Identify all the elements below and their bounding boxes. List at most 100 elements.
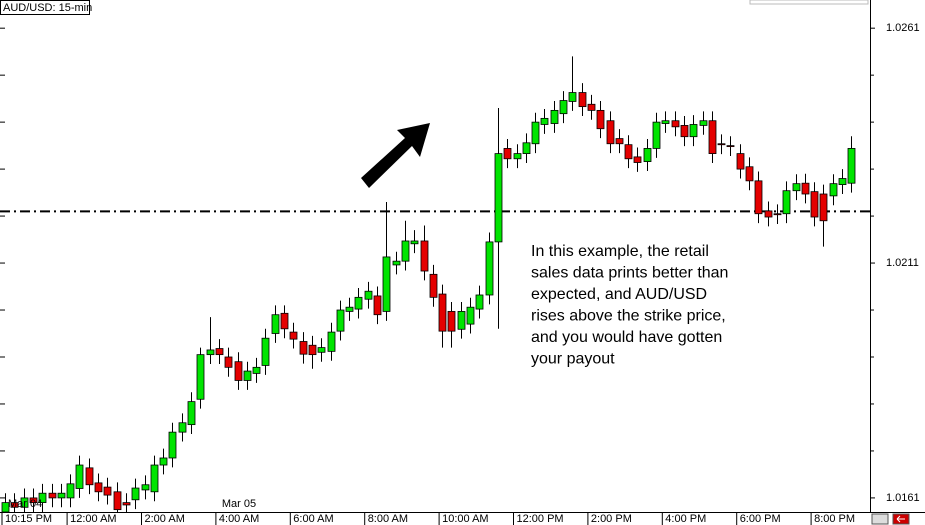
candle-body xyxy=(624,144,633,160)
candle-body xyxy=(85,467,94,486)
x-tick-label: 6:00 AM xyxy=(293,513,333,525)
annotation-line: In this example, the retail xyxy=(531,243,709,260)
candle-body xyxy=(75,464,84,489)
y-tick-label: 1.0211 xyxy=(886,257,919,269)
candle-body xyxy=(196,354,205,400)
top-panel xyxy=(749,0,869,5)
x-tick-label: 2:00 PM xyxy=(591,513,632,525)
candle-body xyxy=(606,120,615,145)
annotation-line: expected, and AUD/USD xyxy=(531,286,707,303)
candle-body xyxy=(150,464,159,493)
candle-body xyxy=(587,103,596,111)
x-tick-label: 10:00 AM xyxy=(442,513,488,525)
candle-body xyxy=(531,121,540,145)
candle-body xyxy=(680,125,689,138)
candle-body xyxy=(48,492,57,499)
candle-body xyxy=(141,484,150,491)
x-tick-label: 2:00 AM xyxy=(145,513,185,525)
candle-body xyxy=(689,124,698,138)
candle-body xyxy=(615,138,624,145)
candle-body xyxy=(652,121,661,149)
x-tick-label: 10:15 PM xyxy=(5,513,52,525)
candle-body xyxy=(243,370,252,381)
candle-body xyxy=(336,309,345,332)
chart-title: AUD/USD: 15-min xyxy=(3,2,92,14)
candle-body xyxy=(29,497,38,504)
candle-body xyxy=(401,240,410,262)
candle-body xyxy=(550,109,559,124)
end-icon-arrow xyxy=(896,515,905,523)
candle-body xyxy=(568,92,577,102)
candle-body xyxy=(494,153,503,243)
candle-body xyxy=(745,166,754,182)
x-tick-label: 4:00 PM xyxy=(665,513,706,525)
candle-body xyxy=(438,293,447,332)
candle-body xyxy=(596,109,605,130)
candle-body xyxy=(187,401,196,426)
annotation-line: and you would have gotten xyxy=(531,329,722,346)
candle-body xyxy=(838,178,847,186)
candle-body xyxy=(10,502,19,508)
candle-body xyxy=(540,117,549,125)
candle-body xyxy=(829,183,838,197)
candle-body xyxy=(373,295,382,316)
candle-body xyxy=(754,180,763,215)
candle-body xyxy=(38,492,47,504)
candle-body xyxy=(206,349,215,356)
candle-body xyxy=(661,120,670,124)
y-tick-label: 1.0161 xyxy=(886,492,920,504)
x-tick-label: 8:00 PM xyxy=(814,513,855,525)
candle-body xyxy=(178,422,187,433)
candle-body xyxy=(215,348,224,356)
candle-body xyxy=(289,331,298,340)
candle-body xyxy=(475,294,484,310)
candle-body xyxy=(633,156,642,163)
candle-body xyxy=(522,142,531,154)
x-tick-label: 4:00 AM xyxy=(219,513,259,525)
annotation-line: sales data prints better than xyxy=(531,265,728,282)
candle-body xyxy=(280,312,289,330)
candle-body xyxy=(317,347,326,353)
candle-body xyxy=(410,240,419,245)
candle-body xyxy=(224,356,233,368)
candle-body xyxy=(57,492,66,499)
candle-body xyxy=(503,148,512,160)
y-tick-label: 1.0261 xyxy=(886,22,920,34)
candle-body xyxy=(819,193,828,222)
plot-area xyxy=(0,56,870,512)
candle-body xyxy=(782,190,791,215)
candle-body xyxy=(94,482,103,493)
title-box xyxy=(0,0,90,15)
candle-body xyxy=(764,210,773,218)
date-label: Mar 04 xyxy=(8,498,42,510)
candle-body xyxy=(708,120,717,155)
annotation-line: rises above the strike price, xyxy=(531,308,726,325)
x-tick-label: 8:00 AM xyxy=(368,513,408,525)
x-tick-label: 6:00 PM xyxy=(740,513,781,525)
candle-body xyxy=(392,260,401,266)
candle-body xyxy=(643,148,652,162)
candle-body xyxy=(792,183,801,192)
candle-body xyxy=(671,120,680,128)
candle-body xyxy=(736,153,745,170)
candle-body xyxy=(308,344,317,356)
candle-body xyxy=(364,290,373,300)
candle-body xyxy=(420,240,429,272)
candle-body xyxy=(168,431,177,459)
candle-body xyxy=(103,486,112,496)
candle-body xyxy=(113,491,122,511)
scroll-icon[interactable] xyxy=(871,513,889,525)
candle-body xyxy=(20,497,29,508)
date-label: Mar 05 xyxy=(222,498,256,510)
candle-body xyxy=(252,366,261,374)
candle-body xyxy=(466,306,475,325)
candle-body xyxy=(429,273,438,298)
candle-body xyxy=(66,483,75,499)
candle-body xyxy=(801,182,810,195)
candle-body xyxy=(327,331,336,352)
candle-body xyxy=(234,361,243,381)
arrow xyxy=(361,123,430,188)
candle-body xyxy=(299,341,308,355)
